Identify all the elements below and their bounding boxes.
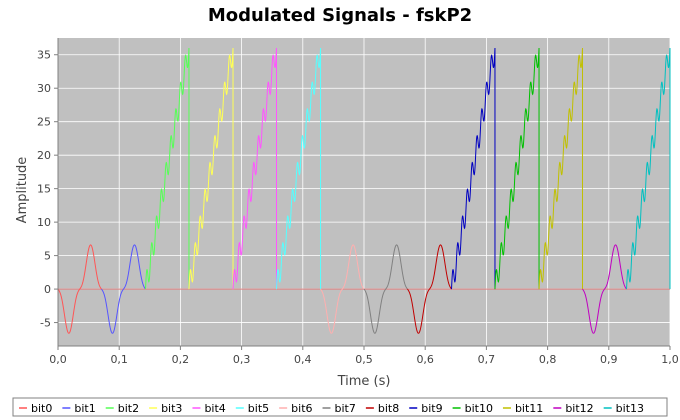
legend-label: bit2 bbox=[118, 402, 139, 415]
series-line-bit12 bbox=[582, 244, 627, 334]
legend-item-bit8: bit8 bbox=[365, 402, 399, 415]
x-tick-label: 0,5 bbox=[355, 353, 373, 366]
series-line-bit4 bbox=[232, 48, 277, 290]
legend-item-bit12: bit12 bbox=[553, 402, 594, 415]
legend-label: bit1 bbox=[74, 402, 95, 415]
legend-label: bit11 bbox=[515, 402, 543, 415]
series-line-bit6 bbox=[320, 244, 365, 334]
y-tick-label: 20 bbox=[37, 149, 51, 162]
x-tick-label: 1,0 bbox=[661, 353, 679, 366]
legend-item-bit1: bit1 bbox=[62, 402, 96, 415]
y-tick-label: 15 bbox=[37, 183, 51, 196]
x-tick-label: 0,4 bbox=[294, 353, 312, 366]
x-tick-label: 0,7 bbox=[478, 353, 496, 366]
legend-label: bit8 bbox=[378, 402, 399, 415]
series-line-bit9 bbox=[451, 48, 496, 290]
x-tick-label: 0,8 bbox=[539, 353, 557, 366]
legend-item-bit5: bit5 bbox=[235, 402, 269, 415]
y-tick-label: 30 bbox=[37, 82, 51, 95]
legend-label: bit13 bbox=[616, 402, 644, 415]
series-line-bit3 bbox=[188, 48, 234, 290]
legend: bit0 bit1 bit2 bit3 bit4 bit5 bit6 bit7 bit8 bit9… bbox=[19, 402, 644, 415]
y-tick-label: -5 bbox=[40, 317, 51, 330]
legend-label: bit10 bbox=[465, 402, 493, 415]
legend-item-bit2: bit2 bbox=[105, 402, 139, 415]
legend-label: bit4 bbox=[204, 402, 225, 415]
x-tick-label: 0,9 bbox=[600, 353, 618, 366]
legend-label: bit6 bbox=[291, 402, 312, 415]
legend-label: bit7 bbox=[335, 402, 356, 415]
y-tick-label: 0 bbox=[44, 283, 51, 296]
legend-item-bit13: bit13 bbox=[603, 402, 644, 415]
series-line-bit0 bbox=[57, 244, 102, 334]
y-tick-label: 25 bbox=[37, 116, 51, 129]
series-line-bit7 bbox=[363, 244, 408, 334]
series-line-bit5 bbox=[275, 48, 322, 290]
x-tick-label: 0,6 bbox=[416, 353, 434, 366]
x-axis-label: Time (s) bbox=[337, 374, 391, 389]
series-line-bit1 bbox=[101, 244, 146, 334]
y-tick-label: 10 bbox=[37, 216, 51, 229]
x-tick-label: 0,2 bbox=[172, 353, 190, 366]
legend-item-bit6: bit6 bbox=[279, 402, 313, 415]
series-line-bit10 bbox=[494, 48, 540, 290]
series-line-bit8 bbox=[407, 244, 452, 334]
legend-box bbox=[12, 397, 668, 417]
x-tick-label: 0,3 bbox=[233, 353, 251, 366]
chart-title: Modulated Signals - fskP2 bbox=[208, 5, 472, 26]
legend-item-bit7: bit7 bbox=[322, 402, 356, 415]
legend-item-bit3: bit3 bbox=[149, 402, 182, 415]
legend-label: bit12 bbox=[565, 402, 593, 415]
legend-label: bit0 bbox=[31, 402, 52, 415]
series-line-bit13 bbox=[626, 48, 671, 290]
y-ticks: -5 0 5 10 15 20 25 30 35 bbox=[37, 49, 58, 330]
legend-item-bit11: bit11 bbox=[502, 402, 543, 415]
x-tick-label: 0,0 bbox=[49, 353, 67, 366]
series-line-bit2 bbox=[145, 48, 190, 290]
legend-item-bit9: bit9 bbox=[409, 402, 443, 415]
x-ticks: 0,0 0,1 0,2 0,3 0,4 0,5 0,6 0,7 0,8 0,9 1,0 bbox=[49, 346, 679, 366]
series-layer bbox=[57, 48, 671, 334]
legend-item-bit4: bit4 bbox=[192, 402, 226, 415]
legend-label: bit3 bbox=[161, 402, 182, 415]
legend-item-bit10: bit10 bbox=[452, 402, 493, 415]
legend-label: bit9 bbox=[421, 402, 442, 415]
x-tick-label: 0,1 bbox=[110, 353, 128, 366]
series-line-bit11 bbox=[538, 48, 583, 290]
legend-item-bit0: bit0 bbox=[19, 402, 52, 415]
y-axis-label: Amplitude bbox=[15, 157, 30, 224]
y-tick-label: 35 bbox=[37, 49, 51, 62]
legend-label: bit5 bbox=[248, 402, 269, 415]
y-tick-label: 5 bbox=[44, 250, 51, 263]
